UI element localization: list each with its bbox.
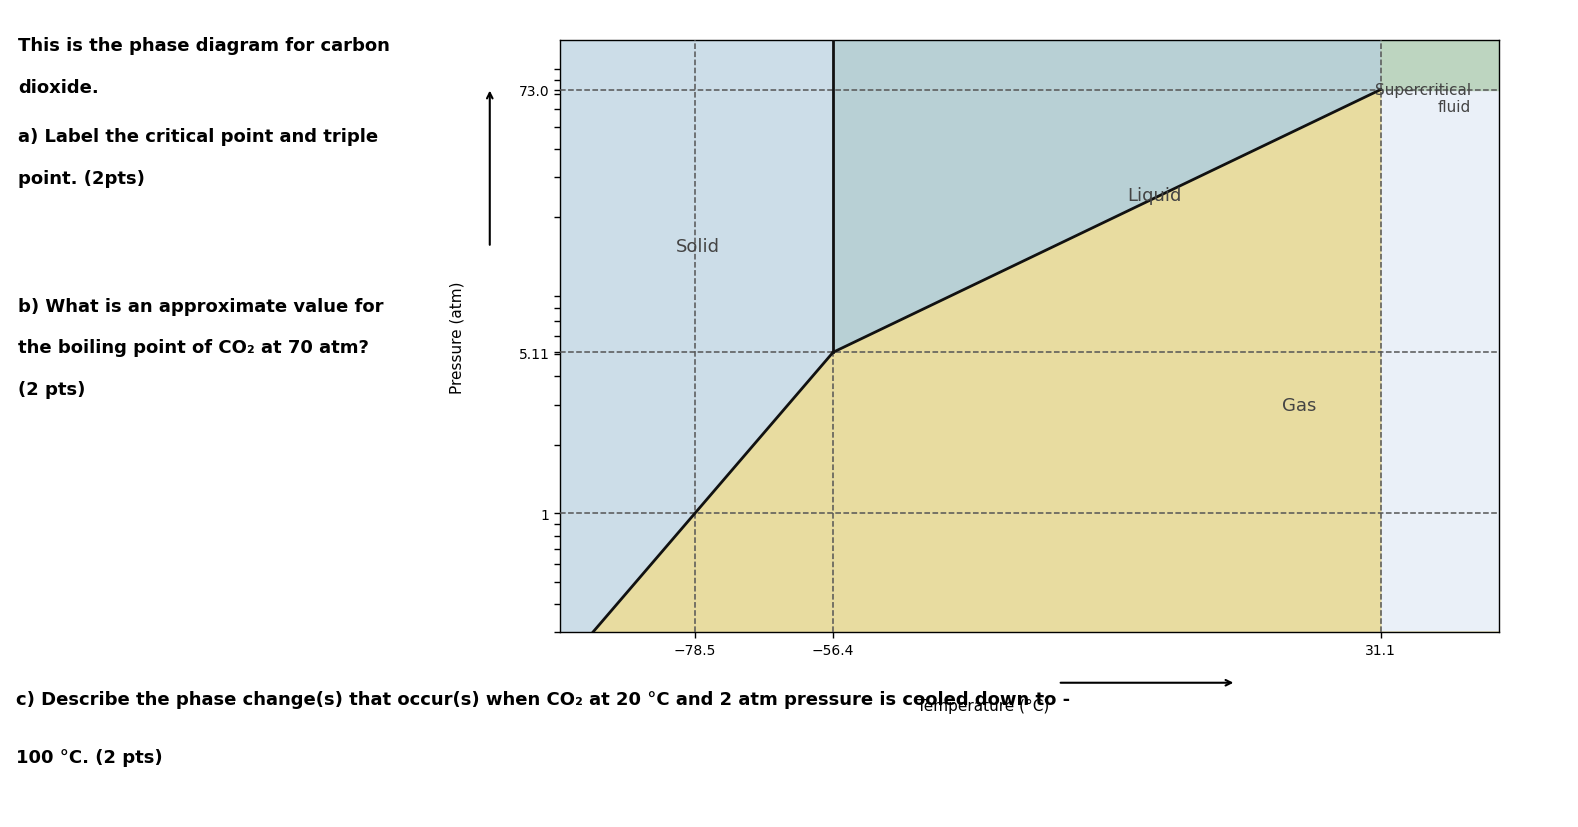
Polygon shape xyxy=(1381,0,1499,90)
Text: Pressure (atm): Pressure (atm) xyxy=(450,281,464,393)
Text: Temperature (°C): Temperature (°C) xyxy=(917,698,1049,713)
Text: dioxide.: dioxide. xyxy=(17,79,99,97)
Text: (2 pts): (2 pts) xyxy=(17,380,85,399)
Text: point. (2pts): point. (2pts) xyxy=(17,170,145,188)
Text: 100 °C. (2 pts): 100 °C. (2 pts) xyxy=(16,748,163,767)
Polygon shape xyxy=(833,0,1381,353)
Text: Supercritical
fluid: Supercritical fluid xyxy=(1374,83,1471,115)
Text: Solid: Solid xyxy=(675,237,720,256)
Text: a) Label the critical point and triple: a) Label the critical point and triple xyxy=(17,128,379,146)
Text: b) What is an approximate value for: b) What is an approximate value for xyxy=(17,298,383,316)
Text: This is the phase diagram for carbon: This is the phase diagram for carbon xyxy=(17,37,390,55)
Text: Liquid: Liquid xyxy=(1128,187,1182,205)
Polygon shape xyxy=(560,90,1499,671)
Polygon shape xyxy=(560,0,833,671)
Text: the boiling point of CO₂ at 70 atm?: the boiling point of CO₂ at 70 atm? xyxy=(17,339,369,357)
Text: Gas: Gas xyxy=(1281,396,1316,414)
Text: c) Describe the phase change(s) that occur(s) when CO₂ at 20 °C and 2 atm pressu: c) Describe the phase change(s) that occ… xyxy=(16,691,1070,709)
